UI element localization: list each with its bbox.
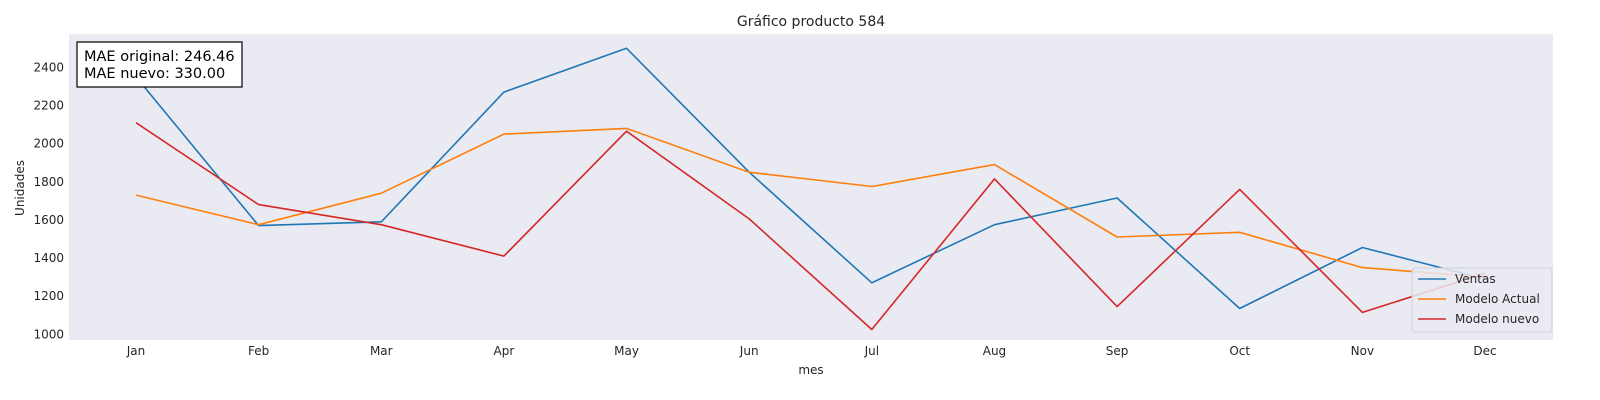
y-tick-label: 1400 — [33, 251, 64, 265]
x-tick-label: Jun — [739, 344, 759, 358]
x-axis-label: mes — [798, 363, 823, 377]
y-tick-label: 1600 — [33, 213, 64, 227]
x-tick-label: Jul — [864, 344, 879, 358]
annotation-line-1: MAE original: 246.46 — [84, 49, 235, 65]
series-line — [135, 122, 1486, 331]
y-tick-label: 1200 — [33, 289, 64, 303]
x-tick-label: Nov — [1351, 344, 1374, 358]
legend: Ventas Modelo Actual Modelo nuevo — [1411, 267, 1553, 333]
annotation-line-2: MAE nuevo: 330.00 — [84, 66, 225, 82]
chart-title: Gráfico producto 584 — [737, 14, 885, 30]
legend-box — [1411, 267, 1553, 333]
x-tick-label: Aug — [983, 344, 1006, 358]
x-tick-label: Mar — [370, 344, 393, 358]
y-axis-label: Unidades — [13, 160, 27, 216]
x-tick-label: Feb — [248, 344, 269, 358]
y-tick-label: 2400 — [33, 60, 64, 74]
legend-label: Modelo Actual — [1455, 292, 1540, 306]
x-tick-label: Jan — [126, 344, 146, 358]
legend-label: Ventas — [1455, 272, 1496, 286]
y-tick-label: 2200 — [33, 98, 64, 112]
series-line — [135, 127, 1486, 278]
y-tick-label: 2000 — [33, 137, 64, 151]
x-tick-label: Dec — [1473, 344, 1496, 358]
legend-label: Modelo nuevo — [1455, 312, 1539, 326]
x-tick-label: May — [614, 344, 639, 358]
x-axis-ticks: Jan Feb Mar Apr May Jun Jul Aug Sep Oct Nov Dec — [126, 344, 1497, 358]
y-tick-label: 1800 — [33, 175, 64, 189]
x-tick-label: Apr — [494, 344, 515, 358]
plot-area — [69, 34, 1553, 340]
annotation-box — [76, 41, 243, 88]
mae-annotation: MAE original: 246.46 MAE nuevo: 330.00 — [76, 41, 243, 88]
series-line — [135, 47, 1486, 310]
y-tick-label: 1000 — [33, 327, 64, 341]
series-lines — [135, 47, 1486, 331]
y-axis-ticks: 1000 1200 1400 1600 1800 2000 2200 2400 — [33, 60, 64, 341]
x-tick-label: Oct — [1229, 344, 1250, 358]
x-tick-label: Sep — [1106, 344, 1129, 358]
